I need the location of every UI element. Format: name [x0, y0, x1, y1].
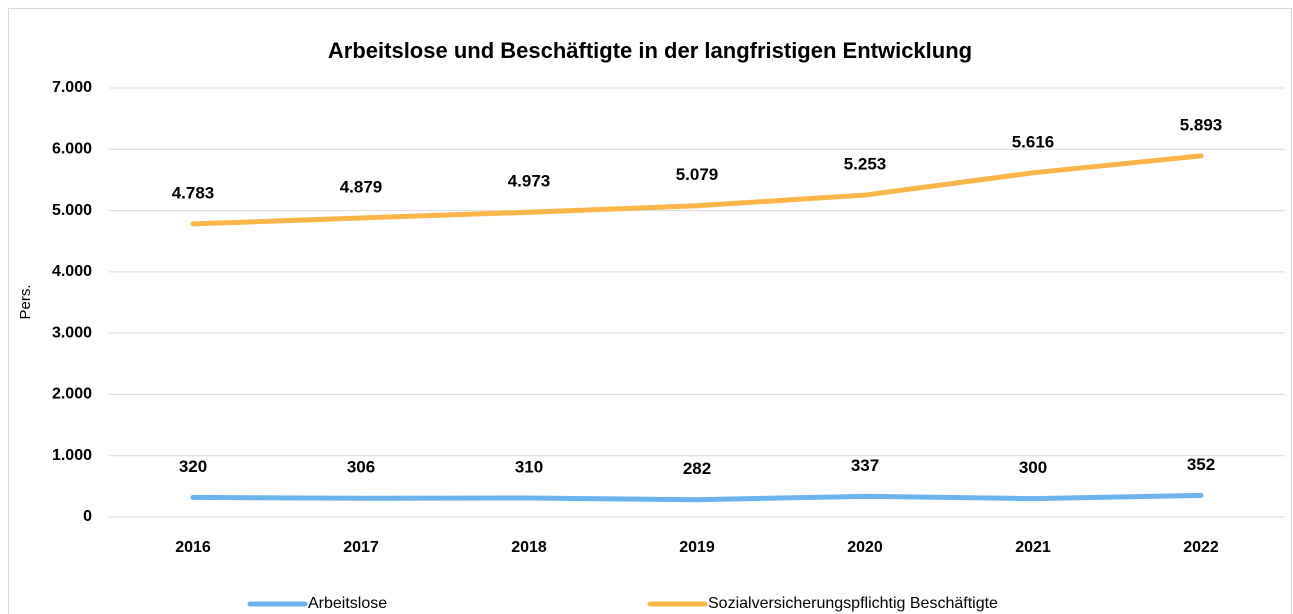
legend-label: Arbeitslose	[308, 595, 387, 612]
value-label: 282	[683, 459, 711, 478]
x-tick-label: 2022	[1183, 539, 1219, 556]
value-label: 4.879	[340, 177, 383, 196]
x-tick-label: 2016	[175, 539, 211, 556]
y-tick-label: 0	[83, 508, 92, 525]
y-tick-label: 6.000	[52, 141, 92, 158]
value-label: 337	[851, 456, 879, 475]
value-label: 300	[1019, 458, 1047, 477]
x-tick-label: 2021	[1015, 539, 1051, 556]
value-label: 352	[1187, 455, 1215, 474]
y-tick-label: 1.000	[52, 447, 92, 464]
value-label: 5.079	[676, 165, 719, 184]
y-tick-label: 4.000	[52, 263, 92, 280]
value-label: 5.893	[1180, 115, 1223, 134]
y-axis-label: Pers.	[17, 284, 34, 319]
y-tick-label: 3.000	[52, 324, 92, 341]
legend-label: Sozialversicherungspflichtig Beschäftigt…	[708, 595, 998, 612]
line	[190, 153, 1204, 227]
value-label: 320	[179, 457, 207, 476]
value-label: 306	[347, 458, 375, 477]
chart-title: Arbeitslose und Beschäftigte in der lang…	[328, 38, 972, 63]
value-label: 4.973	[508, 172, 551, 191]
chart-frame	[8, 8, 1292, 614]
y-tick-label: 7.000	[52, 79, 92, 96]
x-tick-label: 2019	[679, 539, 715, 556]
value-label: 4.783	[172, 183, 215, 202]
y-tick-label: 5.000	[52, 202, 92, 219]
y-tick-label: 2.000	[52, 386, 92, 403]
x-tick-label: 2018	[511, 539, 547, 556]
value-label: 5.253	[844, 155, 887, 174]
line	[190, 492, 1204, 503]
value-label: 310	[515, 457, 543, 476]
x-tick-label: 2017	[343, 539, 379, 556]
value-label: 5.616	[1012, 132, 1055, 151]
x-tick-label: 2020	[847, 539, 883, 556]
